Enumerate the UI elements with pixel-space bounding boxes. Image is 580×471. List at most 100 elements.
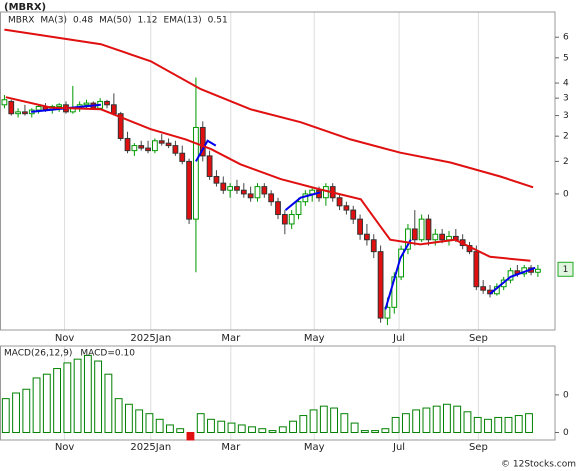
macd-bar bbox=[248, 426, 256, 433]
candle-body bbox=[288, 214, 295, 225]
legend-value: 0.51 bbox=[208, 16, 228, 26]
macd-bar bbox=[443, 403, 451, 433]
candle-body bbox=[418, 218, 425, 241]
macd-bar bbox=[371, 430, 380, 433]
macd-bar bbox=[412, 409, 421, 433]
candle-body bbox=[138, 145, 145, 149]
candle-body bbox=[432, 233, 439, 241]
x-tick-label: Mar bbox=[221, 442, 241, 453]
x-tick-label: Jul bbox=[392, 442, 405, 453]
macd-bar bbox=[135, 409, 144, 433]
macd-bar bbox=[104, 373, 113, 433]
candle-body bbox=[206, 155, 213, 177]
macd-bar bbox=[227, 422, 236, 433]
x-tick-label: Jul bbox=[392, 333, 405, 344]
macd-bar bbox=[42, 373, 51, 433]
macd-bar bbox=[525, 413, 533, 433]
macd-bar bbox=[299, 415, 308, 433]
macd-bar bbox=[494, 416, 503, 433]
macd-bar bbox=[73, 358, 82, 433]
y-tick-label: 3 bbox=[563, 94, 569, 104]
legend-name: MA(3) bbox=[40, 16, 67, 26]
y-tick-label: 0 bbox=[563, 428, 569, 438]
candle-body bbox=[268, 193, 275, 203]
x-tick-label: Sep bbox=[469, 333, 488, 344]
candle-body bbox=[35, 106, 42, 111]
y-tick-label: 0 bbox=[563, 189, 569, 199]
candle-body bbox=[240, 189, 247, 195]
candle-body bbox=[15, 111, 21, 115]
macd-bar bbox=[12, 392, 20, 433]
candle-body bbox=[446, 235, 452, 241]
last-price-label: 1 bbox=[563, 265, 569, 275]
candle-body bbox=[8, 100, 15, 115]
candle-body bbox=[227, 186, 234, 191]
macd-readout: MACD=0.10 bbox=[80, 349, 135, 359]
macd-bar bbox=[504, 416, 513, 433]
macd-bar bbox=[514, 415, 523, 433]
candle-body bbox=[193, 126, 199, 220]
candle-body bbox=[131, 145, 138, 152]
candle-body bbox=[56, 104, 63, 108]
macd-bar bbox=[53, 368, 62, 433]
candle-body bbox=[425, 218, 432, 241]
candle-body bbox=[295, 201, 302, 216]
candle-body bbox=[364, 233, 370, 241]
macd-bar bbox=[176, 428, 185, 433]
candle-body bbox=[151, 140, 158, 152]
macd-bar bbox=[432, 405, 441, 433]
macd-bar bbox=[63, 362, 72, 433]
candle-body bbox=[480, 286, 487, 291]
macd-bar bbox=[309, 409, 318, 433]
candle-body bbox=[179, 152, 186, 162]
legend-symbol: MBRX bbox=[8, 16, 34, 26]
macd-bar bbox=[401, 413, 410, 433]
macd-bar bbox=[350, 422, 359, 433]
macd-bar bbox=[207, 418, 215, 433]
y-tick-label: 6 bbox=[563, 33, 569, 43]
macd-bar bbox=[340, 413, 349, 433]
candle-body bbox=[124, 137, 131, 152]
candle-body bbox=[281, 214, 288, 225]
macd-bar bbox=[83, 354, 92, 433]
y-tick-label: 5 bbox=[563, 53, 569, 63]
macd-bar bbox=[258, 428, 267, 433]
macd-bar bbox=[145, 413, 154, 433]
x-tick-label: Nov bbox=[55, 442, 75, 453]
macd-bar bbox=[166, 424, 174, 433]
macd-bar bbox=[1, 398, 10, 433]
macd-bar bbox=[473, 416, 482, 433]
candle-body bbox=[343, 205, 350, 211]
y-tick-label: 4 bbox=[563, 79, 569, 89]
candle-body bbox=[411, 228, 418, 241]
macd-bar bbox=[391, 416, 400, 433]
macd-bar bbox=[155, 418, 164, 433]
candle-body bbox=[336, 197, 343, 207]
macd-bar bbox=[381, 428, 390, 433]
macd-bar bbox=[330, 407, 339, 433]
macd-bar bbox=[463, 411, 472, 433]
candle-body bbox=[117, 113, 124, 139]
macd-bar bbox=[453, 405, 462, 433]
x-tick-label: Nov bbox=[55, 333, 75, 344]
candle-body bbox=[384, 306, 391, 319]
macd-bar bbox=[484, 418, 492, 433]
candle-body bbox=[275, 201, 281, 216]
legend-name: EMA(13) bbox=[164, 16, 202, 26]
candle-body bbox=[104, 100, 110, 106]
indicator-line bbox=[4, 28, 534, 189]
x-tick-label: Sep bbox=[469, 442, 488, 453]
plot-frame bbox=[0, 345, 556, 441]
candle-body bbox=[110, 104, 117, 115]
macd-bar bbox=[114, 398, 123, 433]
x-tick-label: 2025Jan bbox=[130, 333, 171, 344]
candle-body bbox=[261, 186, 268, 195]
candle-body bbox=[158, 140, 165, 144]
candle-body bbox=[350, 209, 357, 220]
candle-body bbox=[145, 147, 151, 152]
macd-bar bbox=[196, 413, 205, 433]
candle-body bbox=[199, 126, 206, 157]
candle-body bbox=[165, 142, 172, 147]
candle-body bbox=[186, 160, 192, 220]
